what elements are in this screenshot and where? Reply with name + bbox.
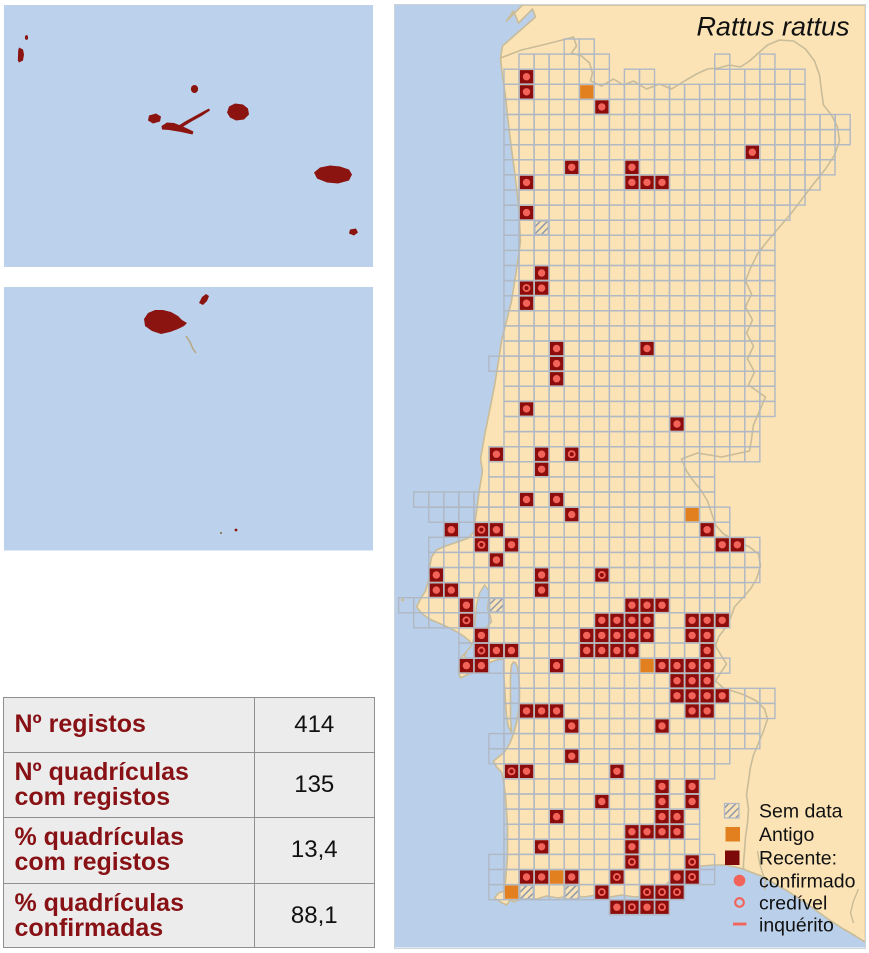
svg-text:Recente:: Recente: bbox=[759, 848, 837, 870]
svg-text:confirmado: confirmado bbox=[759, 871, 856, 893]
svg-text:Antigo: Antigo bbox=[759, 824, 814, 846]
svg-text:inquérito: inquérito bbox=[759, 915, 834, 937]
svg-text:credível: credível bbox=[759, 893, 827, 915]
svg-text:Rattus rattus: Rattus rattus bbox=[696, 12, 849, 42]
svg-text:Sem data: Sem data bbox=[759, 801, 843, 823]
